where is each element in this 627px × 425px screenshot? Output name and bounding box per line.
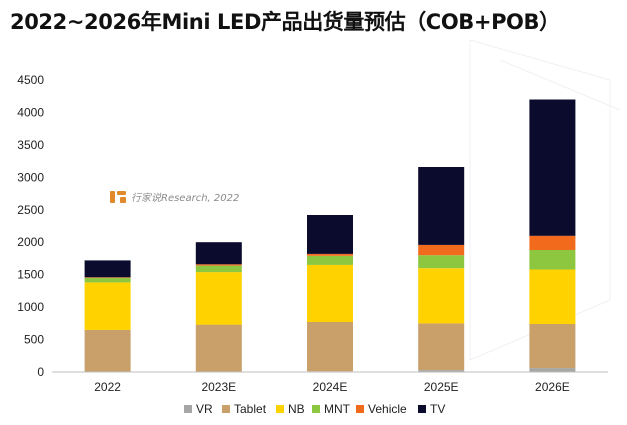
bar-mnt-2025e [418,255,465,269]
legend-label-vr: VR [196,402,213,416]
bar-tv-2025e [418,167,465,245]
x-tick-label: 2023E [201,380,236,394]
legend-label-mnt: MNT [324,402,351,416]
x-axis: 2022 2023E 2024E 2025E 2026E [94,380,570,394]
bar-nb-2024e [307,264,353,322]
bar-vr-2026e [529,368,576,372]
bar-tv-2024e [307,215,353,254]
y-axis: 0 500 1000 1500 2000 2500 3000 3500 4000 4500 [17,73,44,379]
bar-vehicle-2022 [84,277,131,278]
legend-swatch-tablet [222,405,230,413]
legend-label-vehicle: Vehicle [368,402,407,416]
y-tick-label: 1500 [17,268,44,282]
legend-swatch-vehicle [356,405,364,413]
y-tick-label: 4500 [17,73,44,87]
y-tick-label: 2500 [17,203,44,217]
bar-mnt-2022 [84,277,131,283]
y-tick-label: 4000 [17,105,44,119]
bar-tablet-2023e [195,324,242,372]
bar-tablet-2024e [307,322,353,372]
bar-mnt-2026e [529,250,576,270]
legend-label-tv: TV [430,402,445,416]
legend-label-tablet: Tablet [234,402,267,416]
x-tick-label: 2022 [94,380,121,394]
x-tick-label: 2025E [424,380,459,394]
legend-swatch-vr [184,405,192,413]
y-tick-label: 500 [24,333,44,347]
y-tick-label: 2000 [17,235,44,249]
bar-vehicle-2026e [529,235,576,250]
legend-swatch-nb [276,405,284,413]
bar-tablet-2026e [529,324,576,369]
bar-nb-2025e [418,268,465,324]
chart-title: 2022~2026年Mini LED产品出货量预估（COB+POB） [10,10,560,34]
brand-logo-icon-bar [117,191,126,195]
bar-nb-2022 [84,282,131,330]
bar-nb-2026e [529,269,576,324]
bar-tv-2026e [529,99,576,236]
y-tick-label: 1000 [17,300,44,314]
brand-logo-icon [110,191,115,203]
bar-mnt-2023e [195,265,242,273]
bar-tablet-2025e [418,323,465,370]
bar-vr-2025e [418,370,465,372]
bar-vehicle-2024e [307,253,353,256]
background-decoration [469,39,621,361]
bar-tv-2023e [195,242,242,265]
x-tick-label: 2026E [535,380,570,394]
legend-label-nb: NB [288,402,305,416]
bar-tablet-2022 [84,329,131,372]
y-tick-label: 0 [37,365,44,379]
legend-swatch-tv [418,405,426,413]
y-tick-label: 3500 [17,138,44,152]
bar-mnt-2024e [307,255,353,265]
brand-logo-icon-bar [120,197,126,203]
legend: VR Tablet NB MNT Vehicle TV [184,402,445,416]
watermark: 行家说Research, 2022 [110,191,239,204]
x-tick-label: 2024E [313,380,348,394]
bar-tv-2022 [84,260,131,278]
bar-vehicle-2023e [195,264,242,266]
bar-vehicle-2025e [418,244,465,256]
y-tick-label: 3000 [17,170,44,184]
legend-swatch-mnt [312,405,320,413]
bar-nb-2023e [195,272,242,325]
watermark-text: 行家说Research, 2022 [131,192,239,204]
bars-group [84,99,576,372]
